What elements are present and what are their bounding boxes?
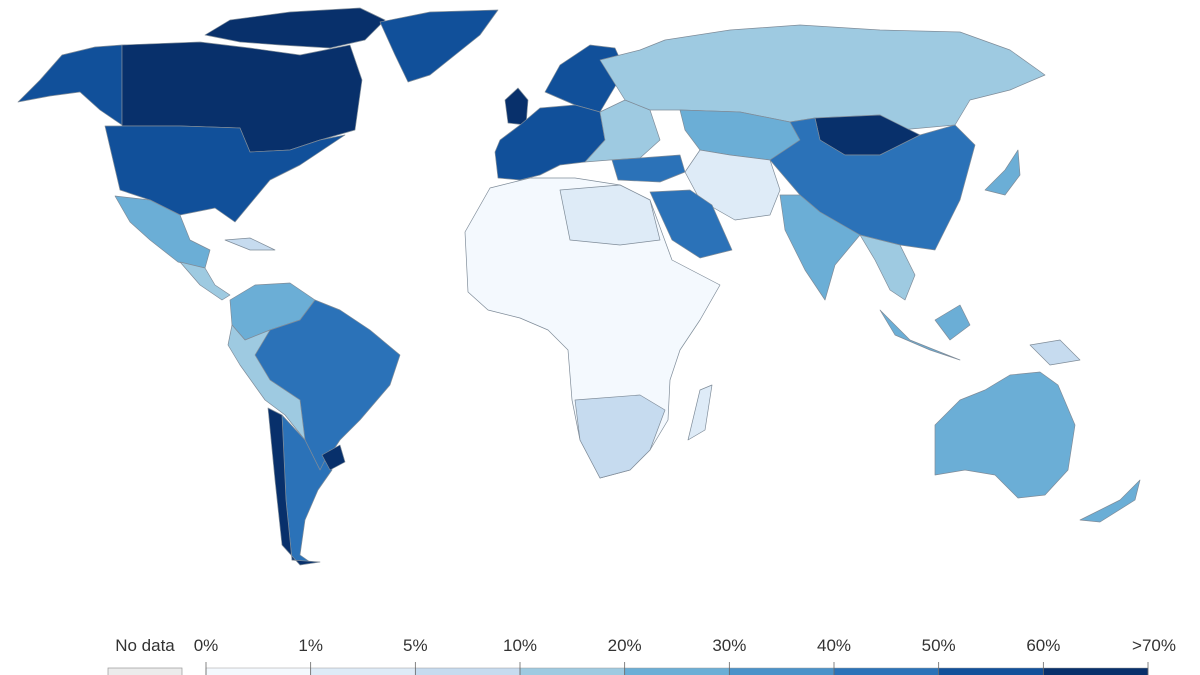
legend-swatch bbox=[729, 667, 835, 675]
legend-swatch bbox=[624, 667, 730, 675]
cuba bbox=[224, 237, 276, 251]
uruguay bbox=[321, 444, 346, 471]
australia bbox=[934, 371, 1076, 499]
legend-swatch bbox=[833, 667, 939, 675]
china bbox=[769, 117, 976, 251]
papua bbox=[1029, 339, 1081, 366]
turkey bbox=[611, 154, 686, 183]
legend-label: 5% bbox=[403, 636, 428, 655]
new-zealand bbox=[1079, 479, 1141, 523]
alaska bbox=[17, 44, 123, 126]
legend-swatch bbox=[519, 667, 625, 675]
mexico bbox=[114, 195, 211, 269]
southeast-asia bbox=[859, 234, 916, 301]
legend-swatch bbox=[205, 667, 311, 675]
north-africa bbox=[559, 184, 661, 246]
legend-label: 1% bbox=[298, 636, 323, 655]
indonesia bbox=[879, 309, 961, 361]
legend-label: 10% bbox=[503, 636, 537, 655]
legend-label: 20% bbox=[608, 636, 642, 655]
legend-label: 40% bbox=[817, 636, 851, 655]
legend-label: 30% bbox=[712, 636, 746, 655]
legend-label: 50% bbox=[922, 636, 956, 655]
countries bbox=[17, 7, 1141, 566]
chile bbox=[267, 407, 321, 566]
africa bbox=[464, 177, 721, 479]
legend-no-data-label: No data bbox=[115, 636, 175, 655]
legend: No data 0% 1% 5% 10% 20% 30% 40% 50% 60% >70% bbox=[107, 636, 1176, 675]
legend-swatch bbox=[1043, 667, 1149, 675]
legend-label: >70% bbox=[1132, 636, 1176, 655]
uk bbox=[504, 87, 529, 126]
legend-swatch bbox=[938, 667, 1044, 675]
india bbox=[779, 194, 861, 301]
peru-bolivia bbox=[227, 324, 306, 441]
arctic-islands bbox=[204, 7, 386, 49]
legend-label: 0% bbox=[194, 636, 219, 655]
legend-no-data-swatch bbox=[107, 667, 183, 675]
madagascar bbox=[687, 384, 713, 441]
saudi-arabia bbox=[649, 189, 733, 259]
japan bbox=[984, 149, 1021, 196]
greenland bbox=[379, 9, 499, 83]
borneo bbox=[934, 304, 971, 341]
legend-swatch bbox=[415, 667, 521, 675]
russia bbox=[599, 24, 1046, 131]
central-america bbox=[179, 261, 231, 301]
legend-label: 60% bbox=[1026, 636, 1060, 655]
southern-africa bbox=[574, 394, 666, 479]
legend-swatch bbox=[310, 667, 416, 675]
